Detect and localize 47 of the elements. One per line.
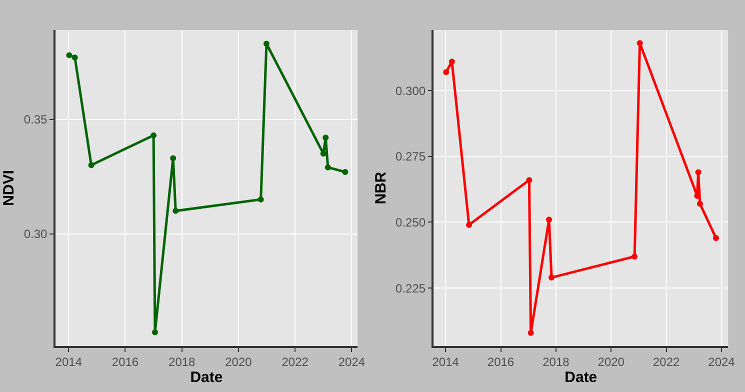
x-tick-label: 2018 [168, 355, 196, 370]
x-axis-title: Date [564, 369, 598, 386]
x-axis-title: Date [190, 369, 223, 386]
x-tick-label: 2016 [112, 355, 139, 370]
x-tick-label: 2022 [652, 355, 680, 370]
y-axis-title: NDVI [0, 170, 18, 206]
x-tick-label: 2014 [55, 355, 82, 370]
y-tick-label: 0.225 [396, 281, 426, 296]
point [324, 164, 331, 170]
point [150, 132, 157, 138]
point [712, 235, 719, 242]
point [466, 222, 472, 228]
point [695, 169, 702, 176]
x-tick-label: 2020 [225, 355, 252, 370]
point [172, 208, 179, 214]
x-tick-label: 2018 [542, 355, 570, 370]
x-tick-label: 2014 [432, 355, 460, 370]
point [258, 196, 264, 202]
x-tick-label: 2016 [487, 355, 514, 370]
x-tick-label: 2024 [708, 355, 736, 370]
y-tick-label: 0.275 [396, 150, 426, 164]
point [632, 253, 638, 260]
point [546, 216, 552, 223]
point [636, 40, 643, 46]
y-tick-label: 0.30 [24, 227, 48, 241]
point [322, 134, 329, 141]
point [443, 69, 450, 76]
point [528, 330, 534, 336]
point [448, 58, 455, 65]
point [696, 200, 703, 207]
y-axis-title: NBR [372, 172, 390, 204]
point [72, 54, 78, 60]
x-tick-label: 2022 [282, 355, 309, 370]
point [320, 150, 326, 157]
point [152, 329, 158, 336]
x-tick-label: 2020 [598, 355, 625, 370]
y-tick-label: 0.300 [396, 84, 426, 98]
point [88, 162, 94, 168]
y-tick-label: 0.250 [396, 215, 426, 230]
point [170, 155, 176, 162]
point [342, 168, 348, 175]
point [526, 177, 532, 184]
point [264, 40, 270, 47]
x-tick-label: 2024 [338, 355, 366, 370]
point [66, 52, 72, 58]
point [548, 274, 555, 281]
y-tick-label: 0.35 [24, 112, 48, 126]
